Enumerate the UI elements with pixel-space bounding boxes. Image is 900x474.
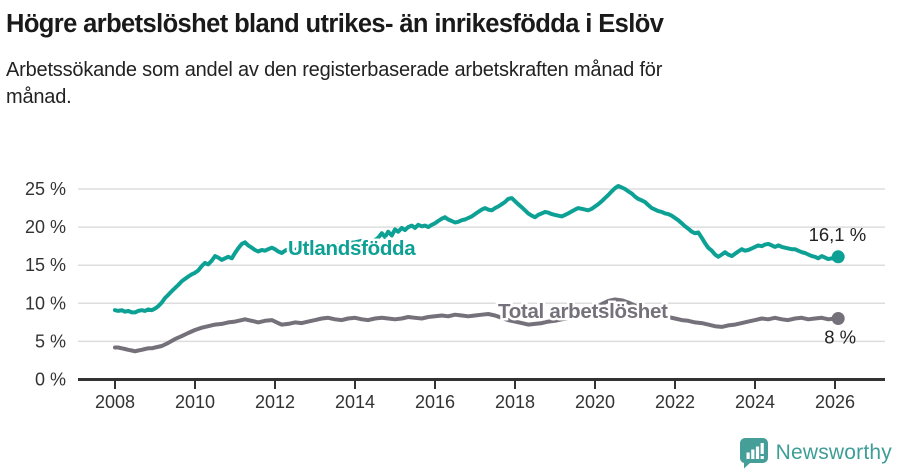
y-tick-label: 5 % bbox=[35, 331, 66, 351]
bar-chart-speech-bubble-icon bbox=[739, 438, 768, 469]
end-value-label-total: 8 % bbox=[824, 327, 856, 348]
y-tick-label: 20 % bbox=[25, 217, 66, 237]
x-tick-label: 2014 bbox=[335, 392, 375, 412]
x-tick-label: 2016 bbox=[415, 392, 455, 412]
end-value-label-utlandsfodda: 16,1 % bbox=[809, 224, 867, 245]
series-line-utlandsfodda bbox=[113, 184, 841, 315]
page-title: Högre arbetslöshet bland utrikes- än inr… bbox=[6, 10, 664, 38]
x-tick-label: 2020 bbox=[575, 392, 615, 412]
x-tick-label: 2018 bbox=[495, 392, 535, 412]
chart-subtitle: Arbetssökande som andel av den registerb… bbox=[6, 59, 663, 108]
x-tick-label: 2010 bbox=[175, 392, 215, 412]
x-tick-label: 2024 bbox=[735, 392, 775, 412]
y-tick-label: 15 % bbox=[25, 255, 66, 275]
x-tick-label: 2008 bbox=[95, 392, 135, 412]
x-tick-label: 2026 bbox=[815, 392, 855, 412]
series-line-total bbox=[113, 297, 841, 354]
y-tick-label: 10 % bbox=[25, 293, 66, 313]
x-tick-label: 2012 bbox=[255, 392, 295, 412]
series-label-utlandsfodda: Utlandsfödda bbox=[288, 237, 416, 260]
x-tick-label: 2022 bbox=[655, 392, 695, 412]
chart-header: Högre arbetslöshet bland utrikes- än inr… bbox=[6, 0, 866, 110]
y-tick-label: 25 % bbox=[25, 179, 66, 199]
newsworthy-wordmark: Newsworthy bbox=[775, 441, 892, 464]
y-tick-label: 0 % bbox=[35, 370, 66, 390]
newsworthy-logo: Newsworthy bbox=[739, 437, 892, 469]
series-end-dot-total bbox=[831, 312, 845, 325]
series-end-dot-utlandsfodda bbox=[831, 250, 845, 264]
series-label-total: Total arbetslöshet bbox=[498, 300, 668, 323]
